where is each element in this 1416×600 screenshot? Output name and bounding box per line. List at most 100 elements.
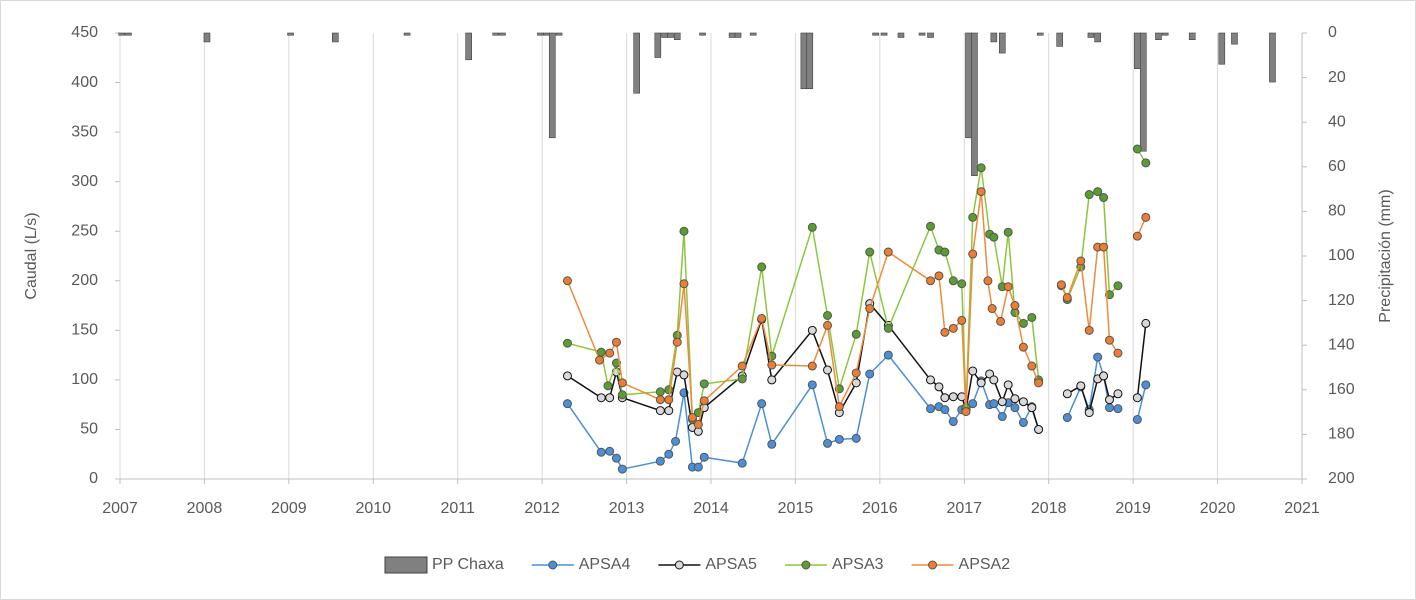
precip-bar [492,32,500,36]
point [1132,231,1142,241]
point [851,433,861,443]
point [851,368,861,378]
precip-bar [749,32,757,36]
y-tick-label: 0 [89,470,98,487]
point [926,375,936,385]
point [603,381,613,391]
point [823,438,833,448]
point [948,323,958,333]
point [671,436,681,446]
point [1141,380,1151,390]
y-tick-label: 450 [71,24,98,41]
precip-bar [1139,32,1147,152]
point [1062,389,1072,399]
point [737,374,747,384]
point [851,378,861,388]
point [562,399,572,409]
point [562,338,572,348]
point [1084,408,1094,418]
precip-bar [965,32,972,139]
precip-bar [499,32,506,36]
point [1105,403,1115,413]
point [611,453,621,463]
precip-bar [1134,32,1141,69]
point [1010,403,1020,413]
point [940,247,950,257]
point [883,323,893,333]
point [1105,395,1115,405]
precip-bar [1188,32,1196,40]
precip-bar [699,32,706,36]
precip-bar [734,32,742,38]
precip-bar [806,32,814,90]
point [1003,282,1013,292]
point [1076,256,1086,266]
point [655,387,665,397]
y-tick-label: 350 [71,123,98,140]
point [679,370,689,380]
point [983,276,993,286]
x-tick-label: 2014 [693,500,729,517]
point [1132,393,1142,403]
point [617,390,627,400]
point [996,316,1006,326]
point [605,348,615,358]
point [664,395,674,405]
point [767,439,777,449]
point [664,449,674,459]
x-tick-label: 2021 [1284,500,1320,517]
x-tick-label: 2017 [946,500,982,517]
point [865,247,875,257]
y-tick-label: 400 [71,74,98,91]
point [605,393,615,403]
point [596,447,606,457]
y2-tick-label: 40 [1328,113,1346,130]
legend-marker [548,560,558,570]
point [807,380,817,390]
point [1099,242,1109,252]
precip-bar [971,32,978,177]
point [737,361,747,371]
precip-bar [897,32,905,38]
point [699,452,709,462]
point [1113,389,1123,399]
point [1099,193,1109,203]
precip-bar [927,32,934,38]
point [1113,281,1123,291]
point [968,212,978,222]
point [699,379,709,389]
point [957,315,967,325]
point [655,406,665,416]
point [926,276,936,286]
x-tick-label: 2012 [524,500,560,517]
legend-marker [928,560,938,570]
x-tick-label: 2011 [441,500,476,517]
point [1062,293,1072,303]
point [823,310,833,320]
legend-label: APSA2 [959,556,1011,573]
point [948,392,958,402]
point [767,360,777,370]
point [865,304,875,314]
point [1141,158,1151,168]
point [807,361,817,371]
precip-bar [1155,32,1162,40]
y-tick-label: 100 [71,371,98,388]
precip-bar [403,32,411,36]
point [596,347,606,357]
point [834,434,844,444]
point [968,366,978,376]
y2-tick-label: 140 [1328,336,1355,353]
precip-bar [118,32,125,36]
legend-marker [674,560,684,570]
x-tick-label: 2016 [862,500,898,517]
y2-tick-label: 200 [1328,470,1355,487]
point [757,313,767,323]
legend-label: APSA3 [832,556,884,573]
point [1027,403,1037,413]
point [976,378,986,388]
x-tick-label: 2008 [187,500,223,517]
y2-tick-label: 80 [1328,203,1346,220]
point [1018,397,1028,407]
